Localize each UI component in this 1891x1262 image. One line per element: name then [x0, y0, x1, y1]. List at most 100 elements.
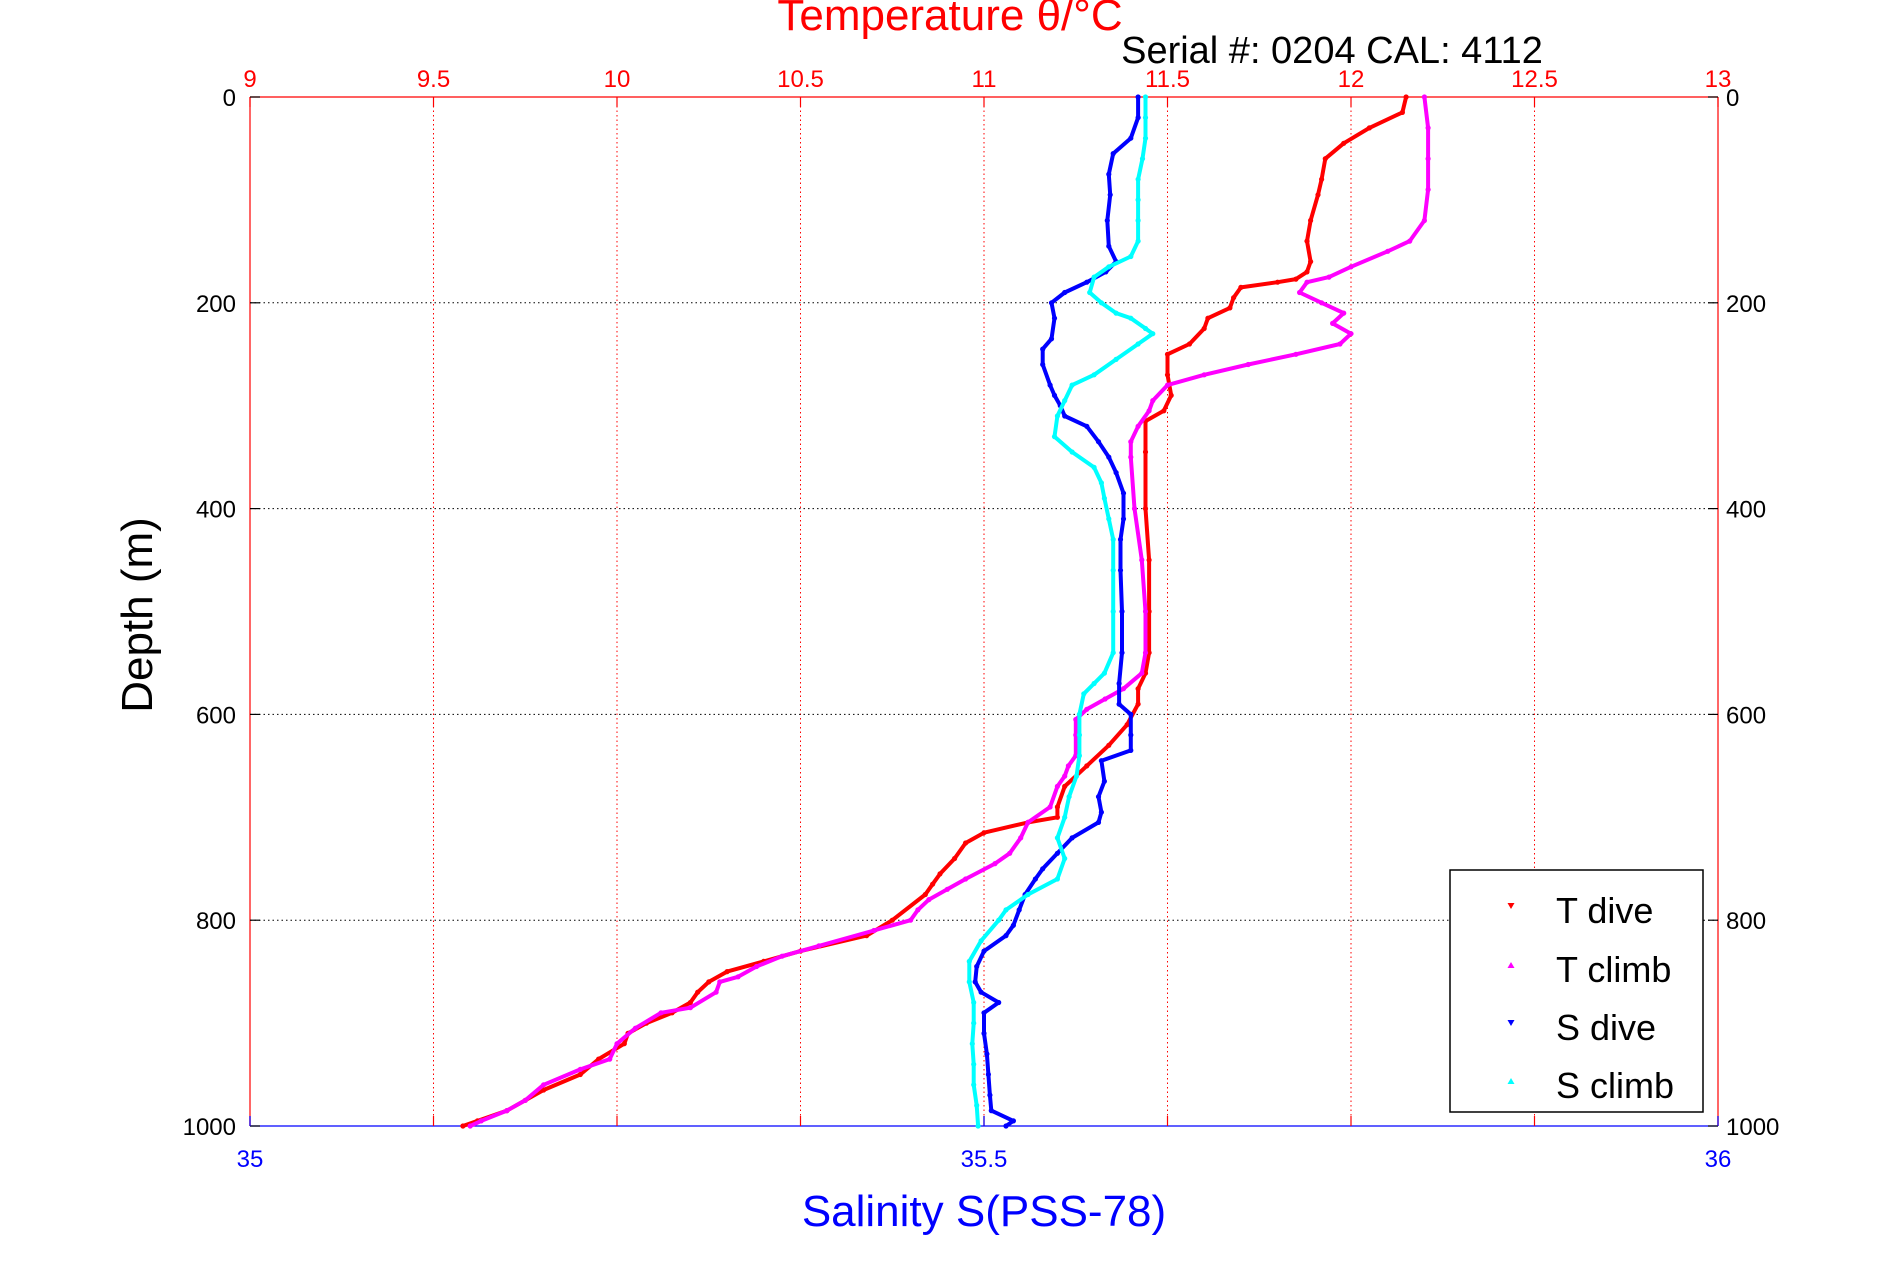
data-point-s-climb — [1091, 372, 1097, 378]
data-point-t-climb — [614, 1041, 620, 1047]
data-point-t-dive — [1205, 315, 1211, 321]
data-point-s-dive — [1016, 907, 1022, 913]
data-point-t-dive — [1201, 325, 1207, 332]
data-point-t-dive — [1341, 140, 1347, 146]
data-point-t-climb — [1407, 238, 1413, 244]
data-point-s-dive — [1047, 382, 1053, 388]
data-point-s-dive — [1095, 794, 1102, 800]
data-point-s-climb — [1098, 480, 1104, 486]
data-point-s-dive — [1062, 289, 1068, 296]
data-point-s-dive — [1135, 94, 1141, 100]
data-point-s-climb — [966, 958, 972, 965]
data-point-t-dive — [577, 1071, 583, 1078]
data-point-s-climb — [1081, 691, 1087, 697]
data-point-s-climb — [971, 999, 977, 1006]
temperature-tick-label: 10.5 — [777, 66, 824, 93]
data-point-s-dive — [981, 948, 987, 954]
data-point-t-climb — [1304, 279, 1310, 285]
data-point-t-climb — [1131, 506, 1138, 512]
data-point-s-dive — [1003, 933, 1009, 939]
data-point-s-climb — [1135, 341, 1141, 347]
data-point-t-dive — [1062, 783, 1068, 790]
data-point-s-climb — [974, 1102, 980, 1108]
data-point-t-dive — [922, 891, 928, 898]
data-point-t-climb — [1341, 310, 1347, 316]
y-axis-label: Depth (m) — [113, 517, 162, 713]
data-point-t-climb — [1025, 819, 1031, 826]
data-point-s-dive — [1054, 850, 1060, 856]
data-point-t-dive — [1161, 408, 1167, 414]
data-point-t-climb — [1337, 341, 1343, 347]
data-point-t-dive — [1403, 94, 1409, 100]
data-point-s-climb — [1073, 773, 1080, 779]
data-point-s-dive — [1106, 243, 1112, 249]
data-point-s-climb — [1062, 398, 1068, 404]
temperature-tick-label: 13 — [1705, 66, 1732, 93]
data-point-t-climb — [992, 861, 998, 867]
data-point-s-climb — [1110, 536, 1116, 543]
temperature-tick-label: 9 — [243, 66, 256, 93]
depth-tick-label-left: 600 — [196, 702, 236, 729]
chart-title: Temperature θ/°C — [777, 0, 1122, 40]
data-point-t-dive — [1146, 608, 1152, 615]
data-point-t-climb — [1425, 156, 1431, 162]
data-point-t-dive — [1084, 763, 1090, 769]
data-point-t-climb — [1425, 187, 1431, 193]
temperature-tick-label: 12 — [1338, 66, 1365, 93]
data-point-t-climb — [1385, 248, 1391, 254]
depth-tick-label-right: 0 — [1726, 85, 1739, 112]
legend-marker-s-climb — [1507, 1078, 1515, 1084]
data-point-t-dive — [1164, 351, 1171, 357]
data-point-t-dive — [1366, 125, 1372, 131]
data-point-s-dive — [1106, 171, 1112, 177]
data-point-s-dive — [1051, 392, 1058, 398]
legend-markers — [1507, 903, 1515, 1084]
data-point-t-climb — [1084, 706, 1090, 712]
data-point-s-climb — [1076, 753, 1082, 759]
data-point-t-climb — [577, 1066, 583, 1072]
data-point-t-climb — [1139, 557, 1145, 563]
data-point-t-climb — [467, 1123, 473, 1129]
data-point-t-climb — [1297, 289, 1303, 296]
grid — [250, 97, 1718, 1126]
data-point-t-climb — [1326, 274, 1332, 280]
data-point-t-dive — [1227, 305, 1233, 311]
data-point-s-climb — [1101, 495, 1107, 501]
depth-tick-label-right: 400 — [1726, 497, 1766, 524]
data-point-t-climb — [1142, 608, 1149, 615]
data-point-t-climb — [1120, 686, 1127, 692]
series-s-climb — [966, 94, 1156, 1129]
data-point-s-climb — [1076, 732, 1082, 738]
data-point-s-dive — [1128, 732, 1134, 738]
data-point-s-dive — [1040, 346, 1046, 352]
salinity-tick-label: 35 — [237, 1146, 264, 1173]
data-point-t-climb — [1425, 125, 1431, 131]
data-point-s-climb — [1135, 217, 1141, 224]
salinity-tick-label: 36 — [1705, 1146, 1732, 1173]
data-point-t-dive — [1146, 650, 1152, 656]
data-point-t-climb — [1164, 382, 1171, 388]
data-point-s-dive — [1116, 680, 1122, 687]
data-point-s-climb — [1091, 464, 1097, 470]
data-point-s-dive — [1120, 516, 1127, 522]
data-point-s-climb — [1098, 300, 1104, 306]
data-point-s-dive — [1048, 336, 1055, 342]
data-point-s-climb — [1101, 670, 1107, 676]
data-point-t-dive — [963, 840, 969, 846]
data-point-t-dive — [1308, 259, 1314, 265]
data-point-t-dive — [687, 999, 694, 1006]
data-point-s-dive — [1120, 490, 1127, 496]
data-point-s-climb — [971, 1020, 977, 1026]
data-series — [460, 94, 1431, 1129]
data-point-s-dive — [1128, 711, 1134, 718]
data-point-t-climb — [1142, 650, 1149, 656]
data-point-s-dive — [974, 963, 980, 970]
data-point-s-dive — [1040, 361, 1046, 368]
data-point-t-dive — [1142, 449, 1149, 455]
data-point-t-dive — [541, 1087, 547, 1093]
data-point-s-climb — [1110, 608, 1116, 615]
data-point-t-climb — [1319, 300, 1325, 306]
data-point-s-climb — [1135, 197, 1141, 203]
data-point-t-climb — [1293, 351, 1299, 357]
